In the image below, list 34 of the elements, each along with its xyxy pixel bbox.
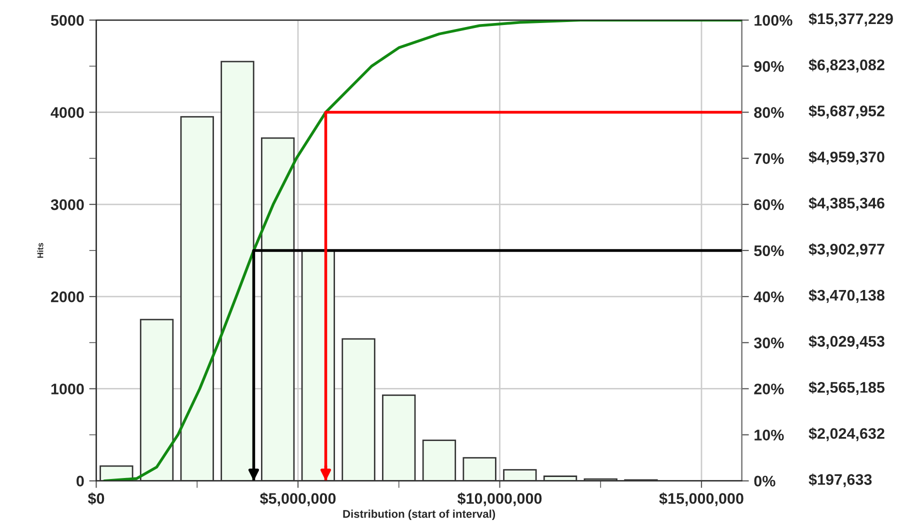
y-tick-label: 5000 (50, 14, 84, 26)
y2-tick-label: 100% (754, 14, 792, 26)
y2-tick-label: 40% (754, 291, 784, 302)
y2-tick-label: 0% (754, 476, 776, 487)
text: $4,959,370 (808, 150, 884, 165)
x-axis-title: Distribution (start of interval) (343, 510, 496, 520)
text: $2,024,632 (808, 427, 884, 442)
y2-tick-label: 90% (754, 61, 784, 72)
x-tick-label: $10,000,000 (457, 492, 542, 506)
text: $3,029,453 (808, 335, 884, 349)
y2-tick-label: 70% (754, 153, 784, 164)
y2-tick-label: 80% (754, 107, 784, 118)
text: $3,470,138 (808, 289, 884, 303)
text: $2,565,185 (808, 381, 885, 396)
y-tick-label: 3000 (50, 199, 84, 210)
text: $197,633 (808, 473, 872, 488)
y-axis-title: Hits (37, 242, 44, 258)
y-tick-label: 0 (76, 476, 84, 487)
y-tick-label: 4000 (50, 107, 84, 118)
y2-tick-label: 30% (754, 338, 784, 348)
x-tick-label: $15,000,000 (659, 492, 744, 506)
y-tick-label: 2000 (50, 291, 84, 302)
text: $3,902,977 (808, 243, 884, 257)
x-tick-label: $5,000,000 (260, 492, 336, 506)
x-tick-label: $0 (88, 492, 104, 505)
y2-tick-label: 10% (754, 430, 784, 440)
y2-tick-label: 20% (754, 384, 784, 394)
text: $4,385,346 (808, 197, 884, 211)
y2-tick-label: 60% (754, 199, 784, 210)
text: $6,823,082 (808, 58, 884, 72)
text: $5,687,952 (808, 104, 884, 119)
text: $15,377,229 (808, 12, 893, 26)
y2-tick-label: 50% (754, 245, 784, 256)
y-tick-label: 1000 (51, 384, 84, 394)
